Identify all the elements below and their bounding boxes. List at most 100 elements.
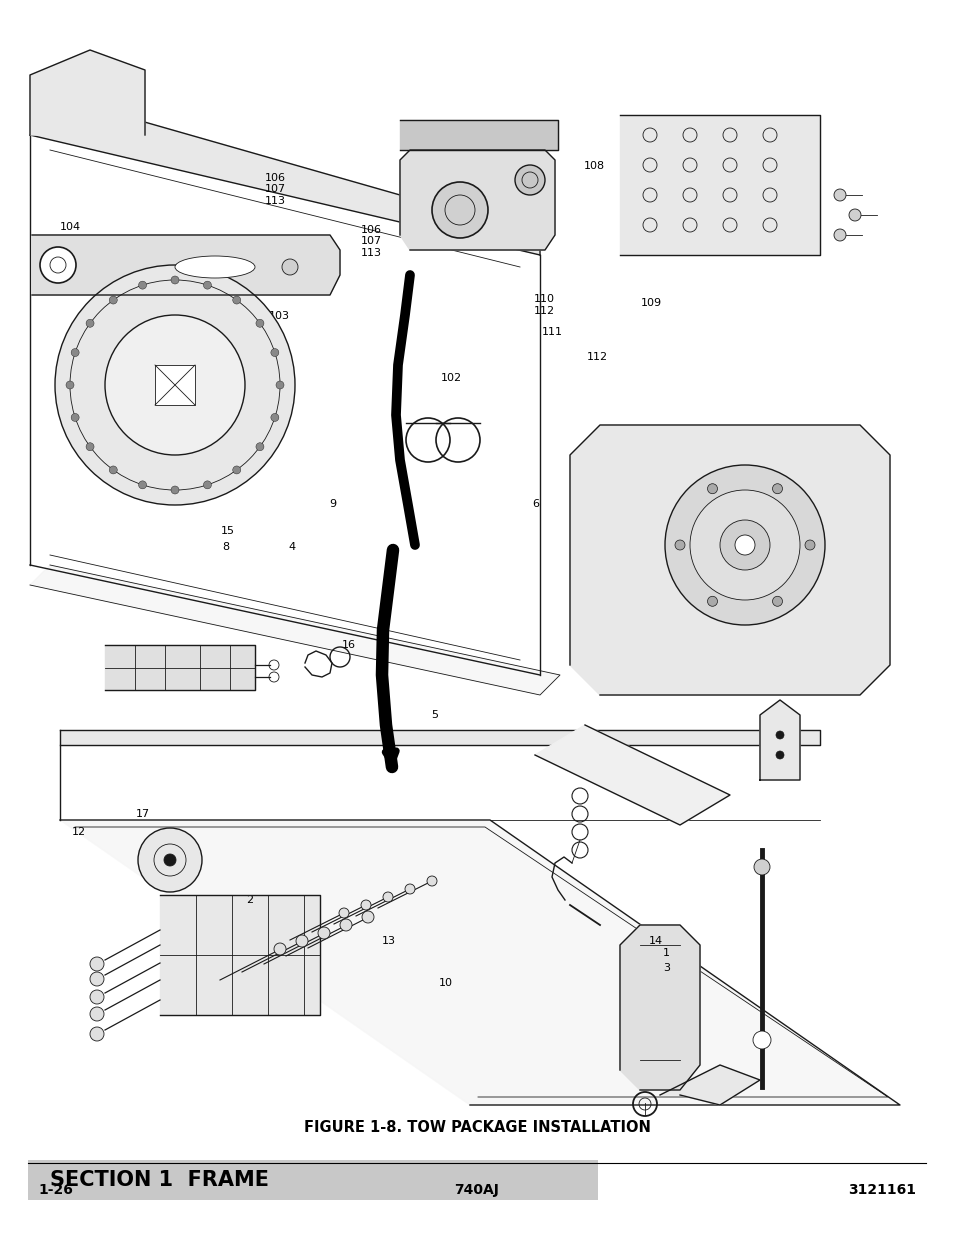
Circle shape (71, 414, 79, 421)
Text: 112: 112 (586, 352, 607, 362)
Circle shape (772, 484, 781, 494)
Circle shape (275, 382, 284, 389)
Circle shape (105, 315, 245, 454)
Circle shape (255, 320, 264, 327)
Circle shape (90, 957, 104, 971)
Polygon shape (30, 49, 145, 135)
Circle shape (271, 414, 278, 421)
Text: 1: 1 (662, 948, 669, 958)
Polygon shape (569, 425, 889, 695)
Text: 11: 11 (732, 499, 746, 509)
Circle shape (90, 990, 104, 1004)
Circle shape (833, 189, 845, 201)
Circle shape (848, 209, 861, 221)
Text: 105: 105 (64, 238, 85, 248)
Circle shape (40, 247, 76, 283)
Polygon shape (760, 700, 800, 781)
Text: 106
107
113: 106 107 113 (265, 173, 286, 206)
Text: 3: 3 (662, 963, 669, 973)
Circle shape (271, 348, 278, 357)
Circle shape (515, 165, 544, 195)
Polygon shape (105, 645, 254, 690)
Circle shape (86, 442, 94, 451)
Circle shape (71, 348, 79, 357)
Circle shape (203, 480, 212, 489)
Text: 2: 2 (246, 895, 253, 905)
Bar (154, 366, 194, 405)
Text: 18: 18 (748, 573, 762, 583)
Circle shape (707, 597, 717, 606)
Polygon shape (60, 820, 899, 1105)
Text: 3121161: 3121161 (847, 1183, 915, 1197)
Text: 102: 102 (440, 373, 461, 383)
Circle shape (55, 266, 294, 505)
Circle shape (689, 490, 800, 600)
Circle shape (255, 442, 264, 451)
Circle shape (171, 275, 179, 284)
Text: 10: 10 (438, 978, 453, 988)
Circle shape (833, 228, 845, 241)
Text: 109: 109 (640, 298, 661, 308)
Circle shape (90, 972, 104, 986)
FancyBboxPatch shape (28, 1160, 598, 1200)
Circle shape (138, 480, 147, 489)
Text: 106
107
113: 106 107 113 (360, 225, 381, 258)
Text: 8: 8 (222, 542, 229, 552)
Text: 110
112: 110 112 (534, 294, 555, 315)
Circle shape (339, 919, 352, 931)
Text: 6: 6 (532, 499, 538, 509)
Circle shape (405, 884, 415, 894)
Circle shape (427, 876, 436, 885)
Circle shape (110, 466, 117, 474)
Circle shape (707, 484, 717, 494)
Circle shape (382, 892, 393, 902)
Circle shape (675, 540, 684, 550)
Circle shape (775, 751, 783, 760)
Text: FIGURE 1-8. TOW PACKAGE INSTALLATION: FIGURE 1-8. TOW PACKAGE INSTALLATION (303, 1119, 650, 1135)
Circle shape (772, 597, 781, 606)
Text: 111: 111 (541, 327, 562, 337)
Polygon shape (30, 105, 539, 254)
Polygon shape (535, 725, 729, 825)
Text: 103: 103 (269, 311, 290, 321)
Polygon shape (60, 730, 820, 745)
Text: 17: 17 (135, 809, 150, 819)
Circle shape (171, 487, 179, 494)
Circle shape (361, 911, 374, 923)
Text: 1-26: 1-26 (38, 1183, 72, 1197)
Polygon shape (659, 1065, 760, 1105)
Circle shape (317, 927, 330, 939)
Circle shape (804, 540, 814, 550)
Text: 101: 101 (100, 311, 121, 321)
Circle shape (338, 908, 349, 918)
Text: SECTION 1  FRAME: SECTION 1 FRAME (50, 1170, 269, 1191)
Text: 740AJ: 740AJ (454, 1183, 499, 1197)
Text: 108: 108 (583, 161, 604, 170)
Text: 13: 13 (381, 936, 395, 946)
Circle shape (775, 731, 783, 739)
Polygon shape (619, 115, 820, 254)
Text: 9: 9 (329, 499, 335, 509)
Circle shape (90, 1028, 104, 1041)
Ellipse shape (174, 256, 254, 278)
Polygon shape (30, 564, 559, 695)
Circle shape (274, 944, 286, 955)
Text: 7: 7 (707, 499, 714, 509)
Text: 15: 15 (221, 526, 235, 536)
Circle shape (203, 282, 212, 289)
Text: 12: 12 (71, 827, 86, 837)
Circle shape (720, 520, 769, 571)
Circle shape (86, 320, 94, 327)
Text: 4: 4 (288, 542, 294, 552)
Polygon shape (399, 149, 555, 249)
Text: 5: 5 (431, 710, 437, 720)
Circle shape (752, 1031, 770, 1049)
Circle shape (295, 935, 308, 947)
Polygon shape (619, 925, 700, 1091)
Polygon shape (32, 235, 339, 295)
Circle shape (753, 860, 769, 876)
Polygon shape (399, 120, 558, 149)
Circle shape (734, 535, 754, 555)
Text: 16: 16 (341, 640, 355, 650)
Circle shape (164, 853, 175, 866)
